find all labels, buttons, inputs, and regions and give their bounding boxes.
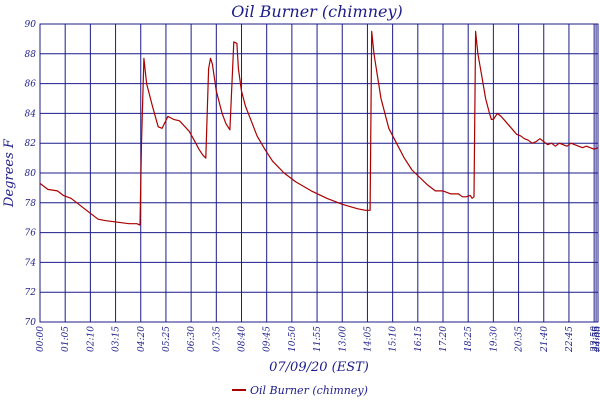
x-tick-label: 18:25 [464,326,474,352]
y-tick-label: 84 [25,109,37,119]
x-tick-label: 08:40 [238,326,248,352]
x-tick-label: 16:15 [414,326,424,352]
y-tick-label: 78 [25,199,37,209]
x-tick-label: 09:45 [263,326,273,352]
x-axis-ticks: 00:00 01:05 02:10 03:15 04:20 05:25 06:30 07:35… [36,326,600,353]
series-layer [39,30,599,226]
x-tick-label: 03:15 [112,326,122,352]
x-axis-label: 07/09/20 (EST) [269,360,369,375]
x-tick-label: 22:45 [565,326,575,353]
x-tick-label: 23:50 [590,326,600,353]
x-tick-label: 01:05 [61,326,71,352]
y-tick-label: 80 [25,169,37,179]
chart-title: Oil Burner (chimney) [231,2,403,21]
legend: Oil Burner (chimney) [232,384,368,397]
x-tick-label: 14:05 [363,326,373,352]
x-tick-label: 02:10 [86,326,96,352]
x-tick-label: 11:55 [313,326,323,352]
x-tick-label: 10:50 [288,326,298,352]
x-tick-label: 20:35 [515,326,525,353]
series-line [39,30,599,226]
y-tick-label: 72 [25,288,37,298]
x-tick-label: 04:20 [137,326,147,352]
grid-lines [39,23,599,323]
x-tick-label: 00:00 [36,326,46,352]
x-tick-label: 07:35 [212,326,222,352]
x-tick-label: 15:10 [389,326,399,352]
y-tick-label: 86 [25,80,37,90]
y-tick-label: 74 [25,258,37,268]
x-tick-label: 21:40 [540,326,550,353]
x-tick-label: 06:30 [187,326,197,352]
y-axis-label: Degrees F [2,138,17,208]
x-tick-label: 05:25 [162,326,172,352]
legend-label: Oil Burner (chimney) [250,384,368,397]
y-tick-label: 88 [25,50,37,60]
x-tick-label: 19:30 [489,326,499,352]
x-tick-label: 24:00 [594,326,600,353]
y-tick-label: 90 [25,20,37,30]
x-tick-label: 17:20 [439,326,449,352]
y-tick-label: 76 [25,229,37,239]
x-tick-label: 13:00 [338,326,348,352]
y-tick-label: 82 [25,139,37,149]
x-tick-label: 23:55 [592,326,600,353]
y-axis-ticks: 70 72 74 76 78 80 82 84 86 88 90 [25,20,37,328]
y-tick-label: 70 [25,318,37,328]
